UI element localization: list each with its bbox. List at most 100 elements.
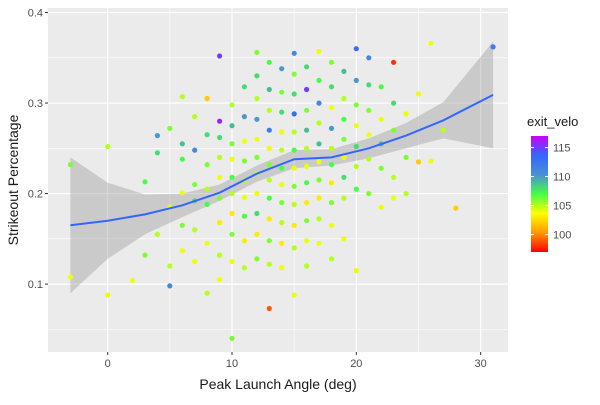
data-point [353,267,359,274]
data-point [291,50,297,56]
data-point [279,109,285,115]
data-point [341,154,347,160]
y-tick-label: 0.4 [28,8,43,20]
data-point [291,245,297,251]
data-point [229,191,235,197]
data-point [179,94,185,100]
data-point [241,138,247,144]
data-point [179,222,185,228]
data-point [266,162,272,168]
data-point [167,263,173,269]
data-point [254,256,260,262]
data-point [266,216,272,222]
data-point [179,190,185,196]
data-point [304,163,310,169]
data-point [304,180,310,186]
data-point [217,154,223,160]
data-point [316,120,322,126]
y-tick-label: 0.3 [28,98,43,110]
y-tick-label: 0.2 [28,189,43,201]
data-point [204,290,210,296]
data-point [266,177,272,183]
data-point [316,216,322,222]
data-point [341,68,347,74]
data-point [391,59,397,65]
data-point [304,107,310,113]
points-layer [67,40,496,341]
data-point [304,86,310,93]
data-point [266,261,272,267]
data-point [291,165,297,171]
data-point [241,213,247,219]
data-point [316,48,322,55]
data-point [266,127,272,133]
legend-tick-label: 100 [553,230,571,242]
data-point [304,218,310,224]
data-point [353,186,359,192]
data-point [316,141,322,147]
data-point [391,127,397,133]
axes: 0 10 20 30 0.1 0.2 0.3 0.4 [28,8,487,370]
loess-smooth-line [70,94,494,227]
data-point [217,53,223,59]
data-point [217,118,223,124]
data-point [266,86,272,93]
data-point [279,129,285,135]
data-point [366,132,372,138]
data-point [304,263,310,269]
data-point [279,181,285,188]
data-point [391,100,397,106]
data-point [328,200,335,206]
data-point [403,154,409,160]
data-point [254,191,260,197]
data-point [154,133,160,139]
data-point [304,238,310,244]
data-point [341,236,347,242]
x-tick-label: 10 [226,358,238,370]
data-point [316,159,322,165]
data-point [279,66,285,72]
data-point [266,195,272,201]
data-point [241,238,247,244]
data-point [217,219,223,226]
data-point [328,162,335,168]
data-point [241,84,247,90]
legend-ticks: 100 105 110 115 [531,143,571,242]
data-point [105,292,111,298]
data-point [378,116,384,122]
data-point [254,210,260,217]
data-point [353,123,359,129]
data-point [67,162,73,168]
data-point [179,156,185,162]
data-point [403,191,409,197]
data-point [328,125,335,131]
data-point [353,143,359,150]
data-point [403,111,409,117]
data-point [179,248,185,254]
data-point [378,84,384,90]
legend-tick-label: 115 [553,143,571,155]
data-point [391,195,397,201]
data-point [154,231,160,237]
data-point [192,258,198,265]
legend-title: exit_velo [527,114,578,129]
data-point [304,127,310,133]
data-point [353,77,359,83]
data-point [279,265,285,271]
data-point [229,102,235,108]
data-point [192,114,198,120]
data-point [217,195,223,201]
data-point [291,71,297,77]
data-point [316,195,322,201]
data-point [341,95,347,102]
x-axis-title: Peak Launch Angle (deg) [199,376,356,392]
data-point [204,132,210,138]
data-point [266,305,272,312]
data-point [304,145,310,151]
data-point [217,174,223,180]
data-point [266,59,272,65]
data-point [254,73,260,79]
data-point [440,127,446,133]
data-point [304,64,310,70]
